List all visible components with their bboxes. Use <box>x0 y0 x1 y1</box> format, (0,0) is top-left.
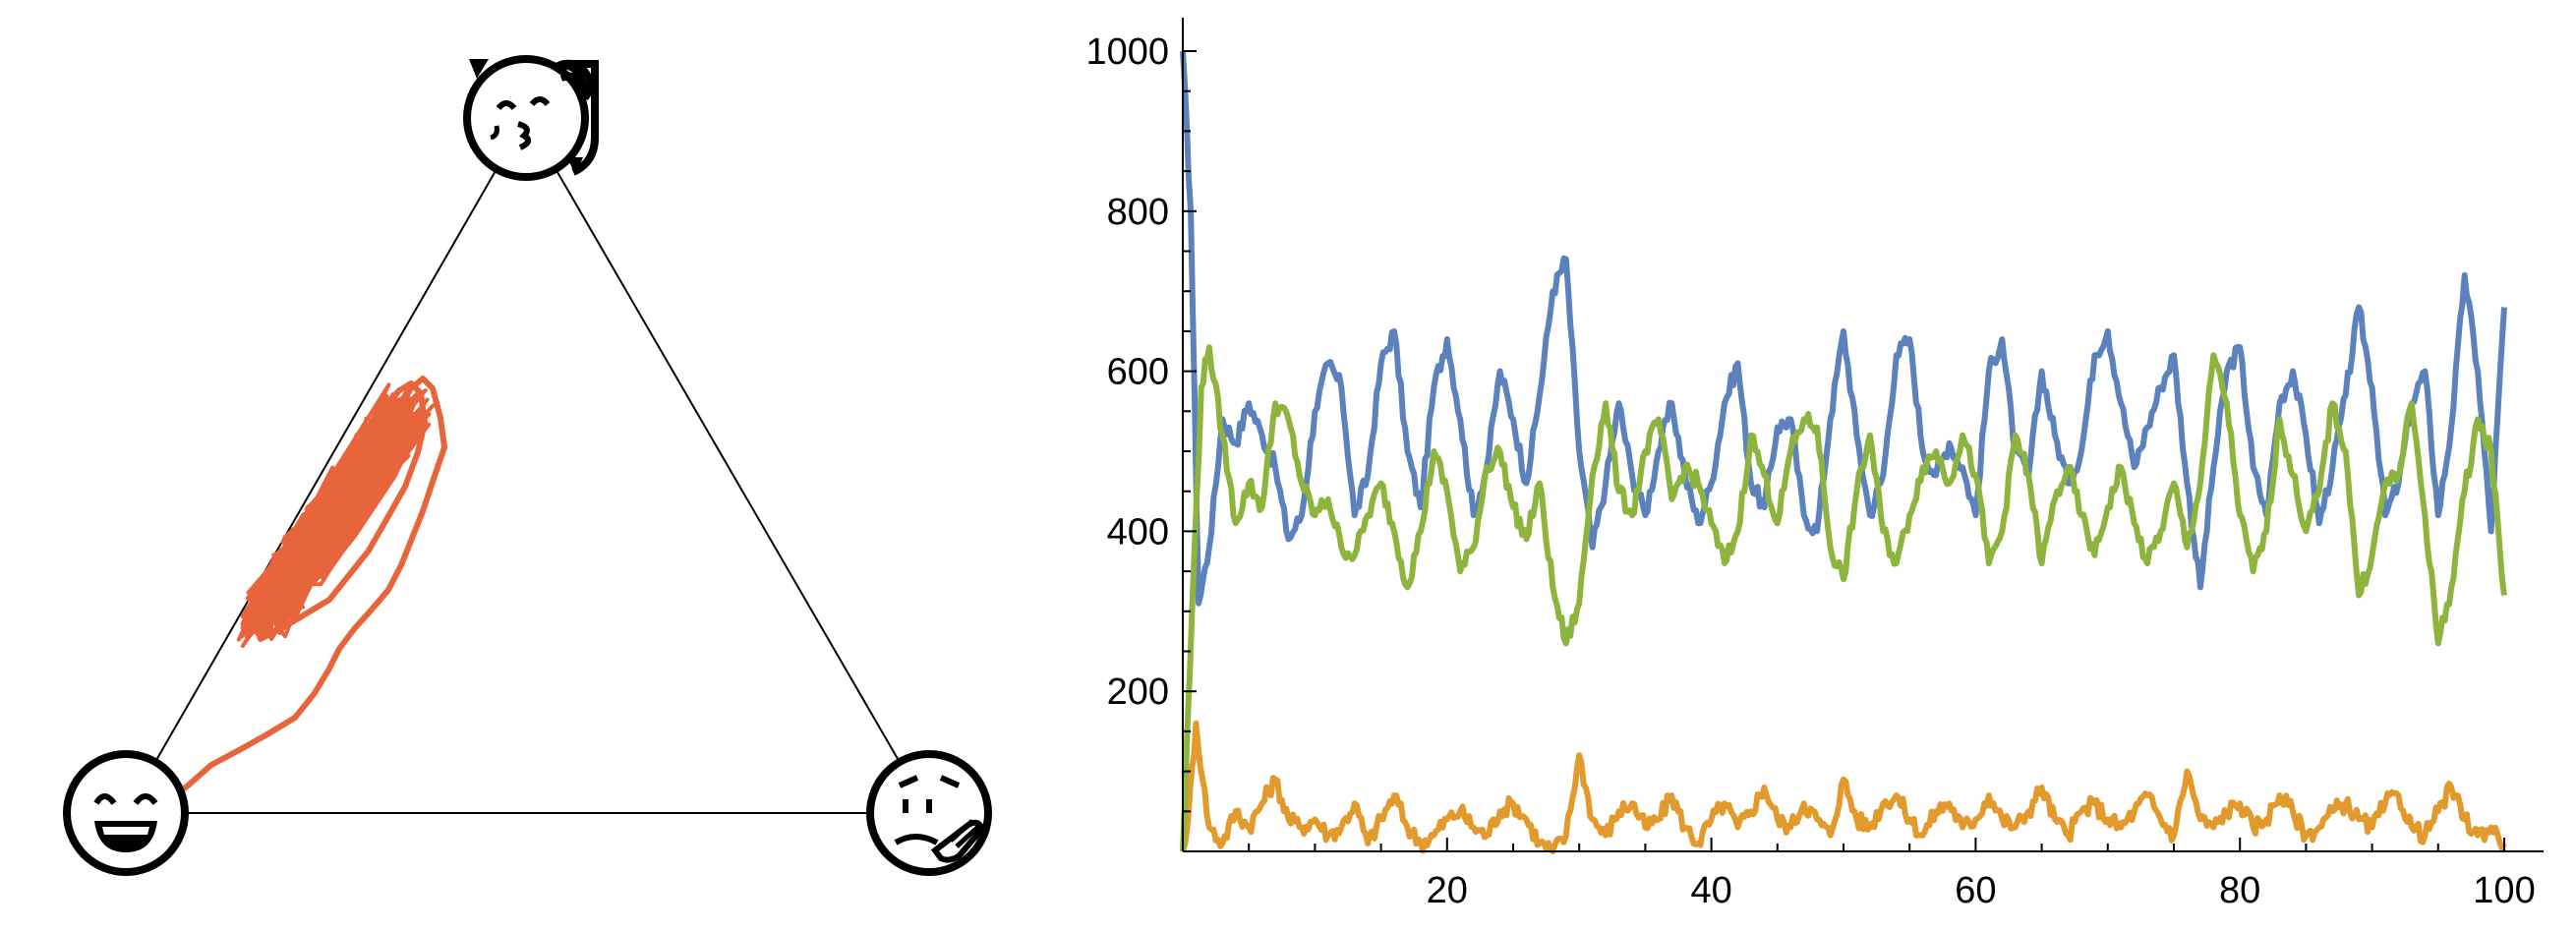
time-series-chart: 20 40 60 80 100 200 400 600 800 1000 <box>1042 0 2576 927</box>
simplex-svg <box>63 55 992 876</box>
trajectory-group <box>136 376 447 817</box>
x-tick-label: 100 <box>2473 870 2535 911</box>
y-tick-label: 200 <box>1107 671 1169 713</box>
x-tick-label: 40 <box>1690 870 1731 911</box>
laughing-face-icon <box>63 750 189 876</box>
kissing-face-with-hat-icon <box>463 55 599 181</box>
series-line-2 <box>1180 720 2507 854</box>
x-tick-label: 20 <box>1427 870 1468 911</box>
trajectory-cluster <box>236 382 436 648</box>
time-series-svg: 20 40 60 80 100 200 400 600 800 1000 <box>1085 18 2544 911</box>
simplex-edges <box>124 116 931 814</box>
x-tick-label: 80 <box>2219 870 2260 911</box>
y-tick-label: 800 <box>1107 192 1169 233</box>
y-tick-label: 400 <box>1107 511 1169 553</box>
simplex-chart <box>0 0 1042 927</box>
series-line-1 <box>1180 50 2507 607</box>
y-tick-label: 600 <box>1107 352 1169 393</box>
y-tick-label: 1000 <box>1085 31 1169 73</box>
series-line-3 <box>1180 344 2507 852</box>
pensive-face-with-hand-icon <box>866 750 992 876</box>
simplex-triangle <box>124 116 931 814</box>
x-tick-label: 60 <box>1955 870 1996 911</box>
axes-group: 20 40 60 80 100 200 400 600 800 1000 <box>1085 18 2544 911</box>
series-group <box>1180 50 2507 854</box>
